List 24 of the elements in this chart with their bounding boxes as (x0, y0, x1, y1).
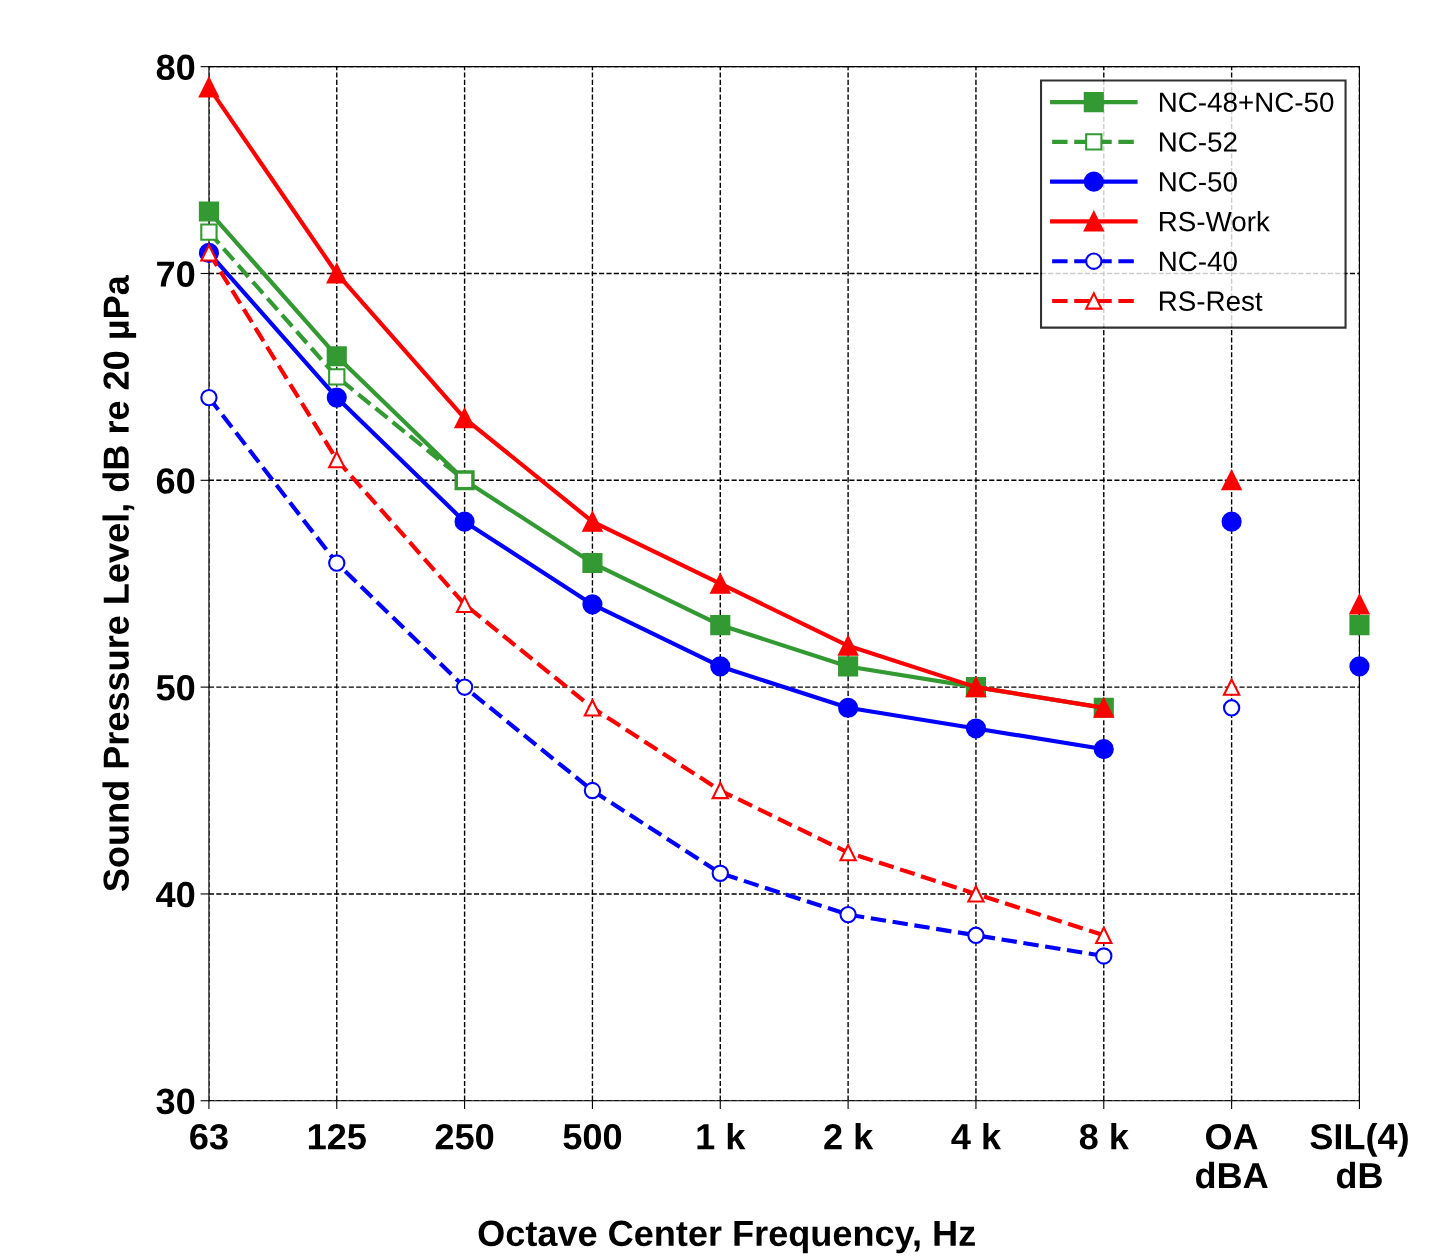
y-tick-label: 40 (156, 881, 195, 908)
x-tick-label: 63 (190, 1123, 228, 1150)
x-tick-label: 250 (435, 1123, 494, 1150)
y-tick-label: 70 (157, 261, 195, 287)
legend-label: NC-52 (1159, 132, 1237, 152)
legend-label: NC-40 (1159, 251, 1237, 272)
x-tick-label: 8 k (1079, 1122, 1129, 1150)
y-axis-title: Sound Pressure Level, dB re 20 µPa (102, 275, 137, 892)
x-tick-label: 500 (563, 1123, 622, 1150)
legend-label: RS-Rest (1159, 291, 1263, 311)
x-tick-label: 125 (308, 1123, 366, 1150)
x-tick-label: OA dBA (1195, 1123, 1268, 1189)
x-tick-label: 4 k (951, 1122, 1002, 1150)
legend-label: NC-48+NC-50 (1159, 92, 1334, 113)
y-tick-label: 60 (156, 468, 195, 494)
legend-label: NC-50 (1159, 171, 1237, 192)
x-axis-title: Octave Center Frequency, Hz (478, 1220, 975, 1254)
y-tick-label: 30 (156, 1088, 195, 1115)
x-tick-label: SIL(4) dB (1310, 1122, 1408, 1189)
y-tick-label: 50 (156, 674, 195, 701)
x-tick-label: 1 k (697, 1122, 746, 1150)
legend-label: RS-Work (1159, 211, 1270, 232)
y-tick-label: 80 (156, 54, 195, 81)
x-tick-label: 2 k (824, 1122, 874, 1150)
